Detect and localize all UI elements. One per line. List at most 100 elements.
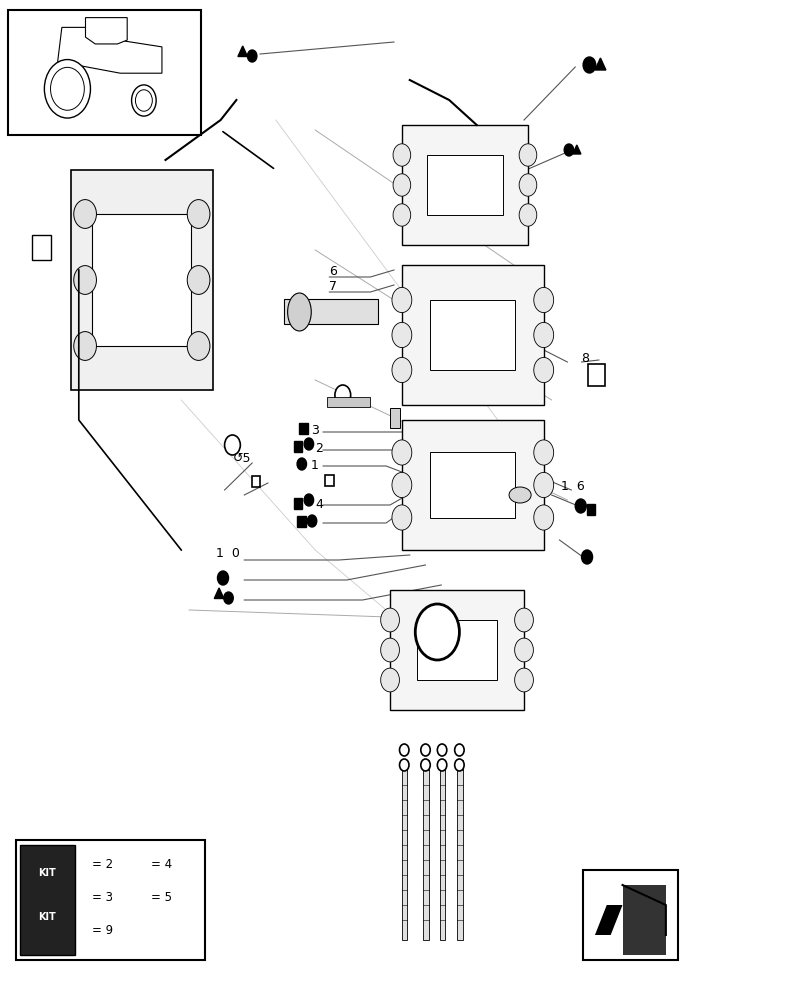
Circle shape — [583, 57, 596, 73]
Circle shape — [515, 638, 533, 662]
Circle shape — [437, 744, 447, 756]
Bar — [284, 299, 378, 324]
Circle shape — [392, 440, 412, 465]
Text: 6: 6 — [329, 265, 337, 278]
Bar — [588, 364, 605, 386]
Text: = 3: = 3 — [92, 891, 113, 904]
Circle shape — [381, 638, 400, 662]
Circle shape — [519, 204, 537, 226]
Polygon shape — [58, 27, 162, 73]
Circle shape — [217, 571, 229, 585]
Circle shape — [415, 604, 459, 660]
Text: 4: 4 — [315, 498, 323, 511]
Text: 2: 2 — [315, 442, 323, 455]
Circle shape — [78, 859, 87, 871]
Text: ↺5: ↺5 — [232, 452, 251, 465]
Circle shape — [50, 67, 84, 110]
Bar — [327, 397, 370, 407]
Circle shape — [136, 90, 152, 111]
Bar — [390, 408, 400, 428]
Circle shape — [455, 744, 464, 756]
Circle shape — [582, 550, 593, 564]
Circle shape — [392, 322, 412, 348]
Circle shape — [137, 892, 147, 904]
Circle shape — [400, 759, 409, 771]
Circle shape — [44, 60, 91, 118]
Bar — [8, 10, 201, 135]
Circle shape — [533, 322, 554, 348]
Bar — [293, 498, 302, 508]
Bar — [299, 422, 307, 434]
Circle shape — [188, 200, 210, 228]
Text: 1  6: 1 6 — [561, 480, 585, 493]
Circle shape — [224, 592, 233, 604]
Text: KIT: KIT — [39, 867, 56, 878]
Text: = 5: = 5 — [151, 891, 173, 904]
Text: 3: 3 — [311, 424, 319, 437]
Polygon shape — [595, 905, 623, 935]
Bar — [298, 516, 306, 526]
Circle shape — [533, 440, 554, 465]
Circle shape — [74, 266, 96, 294]
Circle shape — [297, 458, 307, 470]
Circle shape — [393, 204, 411, 226]
Ellipse shape — [509, 487, 531, 503]
Bar — [457, 760, 463, 940]
Circle shape — [393, 144, 411, 166]
Circle shape — [519, 174, 537, 196]
Circle shape — [225, 435, 240, 455]
Bar — [251, 476, 260, 487]
Circle shape — [381, 668, 400, 692]
Polygon shape — [137, 858, 147, 868]
Circle shape — [393, 174, 411, 196]
Circle shape — [392, 287, 412, 313]
Bar — [402, 265, 544, 405]
Text: 1  0: 1 0 — [216, 547, 240, 560]
Circle shape — [455, 759, 464, 771]
Bar — [402, 125, 528, 245]
Bar — [402, 760, 407, 940]
Bar — [293, 441, 302, 452]
Ellipse shape — [288, 293, 311, 331]
Text: = 4: = 4 — [151, 858, 173, 871]
Bar — [586, 504, 596, 514]
Circle shape — [304, 438, 314, 450]
Bar — [583, 870, 678, 960]
Circle shape — [533, 505, 554, 530]
Circle shape — [519, 144, 537, 166]
Circle shape — [392, 357, 412, 383]
Circle shape — [400, 744, 409, 756]
Polygon shape — [85, 18, 127, 44]
Circle shape — [533, 287, 554, 313]
Circle shape — [437, 759, 447, 771]
Polygon shape — [623, 885, 666, 955]
Text: 1: 1 — [310, 459, 318, 472]
Circle shape — [188, 332, 210, 360]
Circle shape — [381, 608, 400, 632]
Circle shape — [533, 357, 554, 383]
Text: = 2: = 2 — [92, 858, 113, 871]
Bar — [390, 590, 524, 710]
Circle shape — [515, 668, 533, 692]
Bar — [92, 214, 191, 346]
Polygon shape — [238, 46, 247, 56]
Bar — [427, 155, 503, 215]
Text: KIT: KIT — [39, 912, 56, 922]
Circle shape — [304, 494, 314, 506]
Polygon shape — [595, 58, 606, 70]
Circle shape — [392, 472, 412, 498]
Text: 8: 8 — [582, 352, 589, 365]
Bar — [79, 926, 87, 936]
Circle shape — [247, 50, 257, 62]
Polygon shape — [573, 145, 581, 154]
Text: = 9: = 9 — [92, 924, 113, 937]
Bar — [20, 845, 75, 955]
Circle shape — [307, 515, 317, 527]
Circle shape — [335, 385, 351, 405]
Bar — [423, 760, 429, 940]
Bar — [79, 892, 87, 904]
Circle shape — [74, 200, 96, 228]
Bar — [402, 420, 544, 550]
Bar — [430, 452, 515, 518]
Circle shape — [188, 266, 210, 294]
